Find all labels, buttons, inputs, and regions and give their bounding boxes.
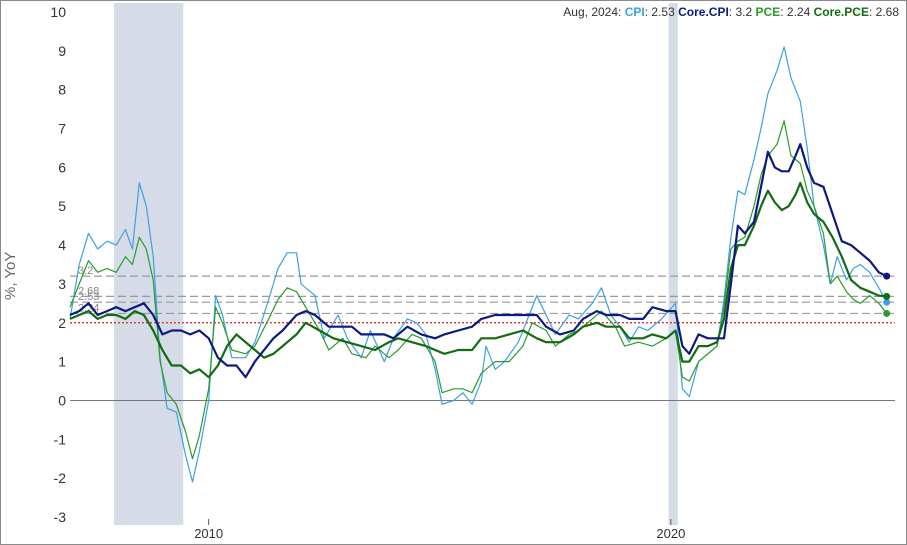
legend-date: Aug, 2024 [563, 5, 619, 19]
y-tick-label: 1 [58, 354, 66, 370]
ref-line-label: 2.68 [78, 285, 99, 297]
x-tick-label: 2010 [194, 526, 223, 541]
legend-corepce-value: 2.68 [875, 5, 899, 19]
end-point-core-pce [883, 292, 891, 300]
y-tick-label: 10 [50, 4, 66, 20]
series-line-core-cpi [69, 143, 888, 379]
end-point-pce [883, 309, 891, 317]
end-point-core-cpi [883, 272, 891, 280]
series-line-cpi [69, 46, 888, 483]
recession-band [113, 3, 184, 525]
legend-corepce-name: Core.PCE [813, 5, 869, 19]
legend-pce-value: 2.24 [786, 5, 811, 19]
latest-values-legend: Aug, 2024: CPI: 2.53 Core.CPI: 3.2 PCE: … [563, 5, 899, 19]
y-tick-label: 6 [58, 159, 66, 175]
legend-pce-name: PCE [755, 5, 781, 19]
y-tick-label: 9 [58, 43, 66, 59]
y-tick-label: 8 [58, 82, 66, 98]
recession-band [668, 3, 678, 525]
y-tick-label: 2 [58, 315, 66, 331]
legend-cpi-name: CPI [624, 5, 645, 19]
y-tick-label: 3 [58, 276, 66, 292]
series-line-pce [69, 120, 888, 460]
legend-corecpi-value: 3.2 [735, 5, 753, 19]
y-tick-label: 7 [58, 121, 66, 137]
y-tick-label: 0 [58, 392, 66, 408]
ref-line-label: 2.53 [78, 291, 99, 303]
y-tick-label: 4 [58, 237, 66, 253]
legend-corecpi-name: Core.CPI [678, 5, 729, 19]
end-point-cpi [883, 298, 891, 306]
y-tick-label: -2 [54, 470, 67, 486]
y-axis-label: %, YoY [2, 251, 19, 300]
y-tick-label: 5 [58, 198, 66, 214]
legend-cpi-value: 2.53 [651, 5, 675, 19]
ref-line-label: 3.2 [78, 265, 93, 277]
y-tick-label: -1 [54, 431, 67, 447]
series-line-core-pce [69, 181, 887, 379]
x-tick-label: 2020 [656, 526, 685, 541]
y-tick-label: -3 [54, 509, 67, 525]
